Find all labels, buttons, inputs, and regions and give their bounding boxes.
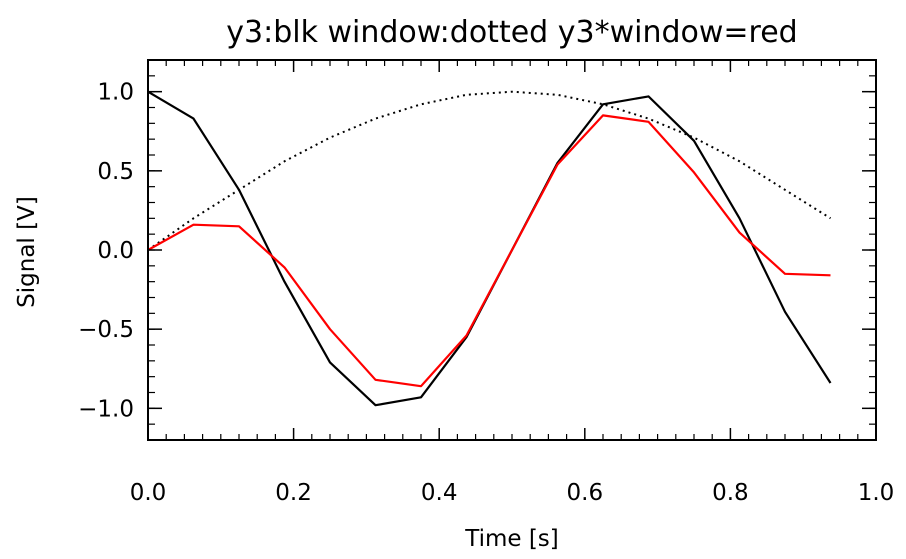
y-tick-label: 0.5 [97, 159, 134, 185]
x-tick-label: 0.6 [567, 480, 604, 506]
x-tick-label: 1.0 [858, 480, 895, 506]
y-tick-label: −0.5 [78, 317, 134, 343]
chart-title: y3:blk window:dotted y3*window=red [226, 15, 797, 50]
y-axis-label: Signal [V] [14, 196, 40, 308]
series-layer [147, 90, 832, 407]
y-tick-label: −1.0 [78, 396, 134, 422]
series-line-3 [147, 114, 831, 388]
x-axis-label: Time [s] [464, 526, 559, 552]
x-tick-label: 0.2 [275, 480, 312, 506]
y-tick-label: 0.0 [97, 238, 134, 264]
y-tick-label: 1.0 [97, 80, 134, 106]
tick-labels: 0.0 0.2 0.4 0.6 0.8 1.0 −1.0 −0.5 0.0 0.5 1.0 [78, 80, 894, 506]
axes-layer [147, 59, 877, 441]
x-tick-label: 0.4 [421, 480, 458, 506]
x-tick-label: 0.8 [712, 480, 749, 506]
x-tick-label: 0.0 [130, 480, 167, 506]
